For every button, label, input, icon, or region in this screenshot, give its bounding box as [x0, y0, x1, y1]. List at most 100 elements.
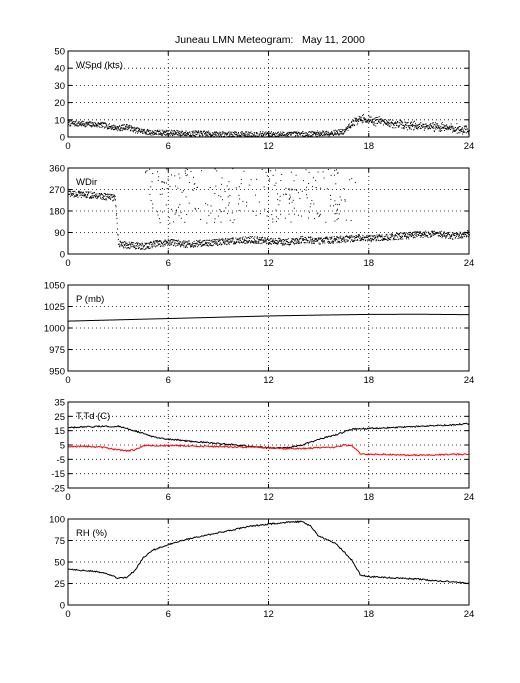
- data-point: [239, 239, 241, 241]
- data-point: [412, 234, 414, 236]
- data-point: [136, 247, 138, 249]
- data-point: [295, 243, 297, 245]
- data-point: [430, 233, 432, 235]
- data-point: [295, 132, 297, 134]
- data-point: [240, 135, 242, 137]
- data-point: [193, 242, 195, 244]
- data-point: [168, 133, 170, 135]
- data-point: [321, 135, 323, 137]
- data-point: [370, 122, 372, 124]
- data-point: [275, 133, 277, 135]
- data-point: [322, 130, 324, 132]
- data-point: [239, 135, 241, 137]
- data-point: [265, 131, 267, 133]
- data-point: [344, 239, 346, 241]
- data-point: [354, 237, 356, 239]
- data-point: [197, 132, 199, 134]
- data-point: [301, 132, 303, 134]
- data-point: [188, 240, 190, 242]
- data-point: [323, 240, 325, 242]
- data-point: [237, 203, 239, 205]
- data-point: [301, 190, 303, 192]
- data-point: [372, 122, 374, 124]
- data-point: [273, 238, 275, 240]
- data-point: [261, 135, 263, 137]
- data-point: [399, 119, 401, 121]
- data-point: [344, 130, 346, 132]
- data-point: [323, 134, 325, 136]
- data-point: [174, 133, 176, 135]
- data-point: [94, 195, 96, 197]
- data-point: [209, 239, 211, 241]
- data-point: [341, 237, 343, 239]
- data-point: [98, 123, 100, 125]
- data-point: [386, 122, 388, 124]
- data-point: [244, 135, 246, 137]
- data-point: [105, 198, 107, 200]
- data-point: [278, 241, 280, 243]
- data-point: [158, 218, 160, 220]
- data-point: [136, 245, 138, 247]
- data-point: [263, 132, 265, 134]
- data-point: [219, 135, 221, 137]
- data-point: [152, 243, 154, 245]
- data-point: [462, 232, 464, 234]
- data-point: [237, 132, 239, 134]
- data-point: [167, 130, 169, 132]
- data-point: [214, 221, 216, 223]
- data-point: [145, 132, 147, 134]
- data-point: [141, 132, 143, 134]
- data-point: [195, 130, 197, 132]
- data-point: [420, 236, 422, 238]
- data-point: [75, 124, 77, 126]
- data-point: [176, 134, 178, 136]
- data-point: [352, 236, 354, 238]
- data-point: [350, 235, 352, 237]
- data-point: [273, 133, 275, 135]
- data-point: [380, 236, 382, 238]
- data-point: [310, 236, 312, 238]
- data-point: [369, 119, 371, 121]
- data-point: [175, 209, 177, 211]
- y-tick-label: 40: [54, 64, 65, 75]
- data-point: [87, 194, 89, 196]
- data-point: [294, 239, 296, 241]
- data-point: [334, 170, 336, 172]
- data-point: [172, 239, 174, 241]
- data-point: [131, 241, 133, 243]
- data-point: [188, 135, 190, 137]
- data-point: [453, 233, 455, 235]
- data-point: [204, 239, 206, 241]
- data-point: [361, 122, 363, 124]
- data-point: [169, 134, 171, 136]
- data-point: [357, 235, 359, 237]
- data-point: [288, 213, 290, 215]
- data-point: [229, 241, 231, 243]
- data-point: [179, 177, 181, 179]
- data-point: [100, 124, 102, 126]
- data-point: [288, 202, 290, 204]
- data-point: [294, 242, 296, 244]
- data-point: [335, 238, 337, 240]
- data-point: [223, 241, 225, 243]
- data-point: [149, 132, 151, 134]
- x-tick-label: 12: [263, 375, 274, 386]
- data-point: [261, 135, 263, 137]
- data-point: [214, 134, 216, 136]
- data-point: [394, 122, 396, 124]
- data-point: [300, 236, 302, 238]
- data-point: [379, 239, 381, 241]
- data-point: [311, 186, 313, 188]
- data-point: [360, 116, 362, 118]
- data-point: [71, 123, 73, 125]
- data-point: [334, 132, 336, 134]
- data-point: [366, 234, 368, 236]
- data-point: [399, 237, 401, 239]
- data-point: [270, 135, 272, 137]
- data-point: [150, 134, 152, 136]
- data-point: [208, 215, 210, 217]
- data-point: [327, 241, 329, 243]
- data-point: [162, 243, 164, 245]
- data-point: [375, 116, 377, 118]
- data-point: [211, 245, 213, 247]
